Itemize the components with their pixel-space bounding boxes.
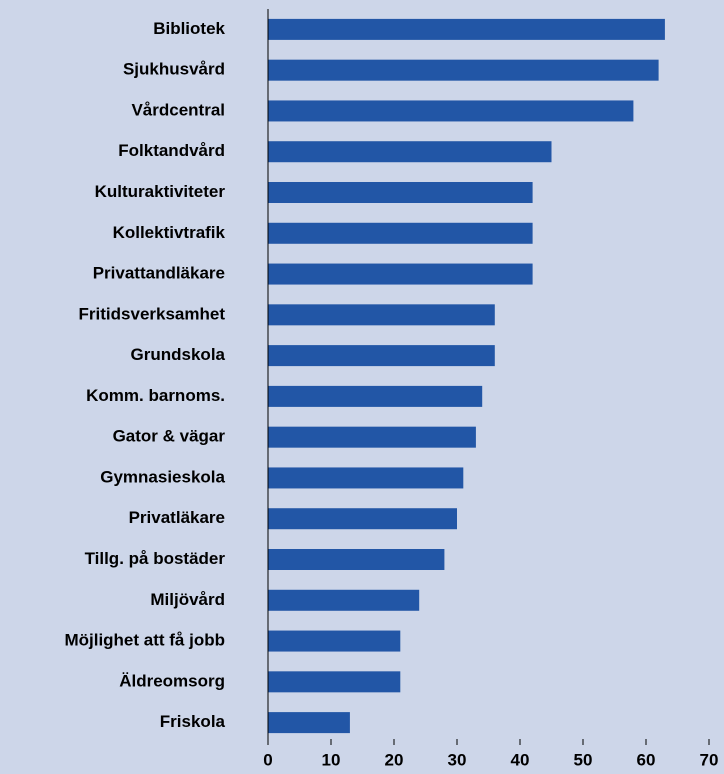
y-tick-label: Äldreomsorg: [119, 671, 225, 690]
y-tick-label: Gymnasieskola: [100, 467, 225, 486]
y-tick-label: Grundskola: [131, 345, 226, 364]
y-tick-label: Miljövård: [150, 590, 225, 609]
x-tick-label: 60: [637, 750, 656, 769]
y-tick-label: Sjukhusvård: [123, 60, 225, 79]
y-tick-label: Privattandläkare: [93, 264, 225, 283]
bar: [268, 426, 476, 448]
bar: [268, 712, 350, 734]
y-tick-label: Möjlighet att få jobb: [64, 631, 225, 650]
bar: [268, 508, 457, 530]
y-tick-label: Tillg. på bostäder: [85, 549, 226, 568]
bar: [268, 263, 533, 285]
y-tick-label: Gator & vägar: [113, 427, 226, 446]
bar: [268, 100, 634, 122]
x-tick-label: 50: [574, 750, 593, 769]
bar: [268, 304, 495, 326]
bar: [268, 222, 533, 244]
y-tick-label: Vårdcentral: [131, 100, 225, 119]
y-tick-label: Privatläkare: [129, 508, 225, 527]
y-tick-label: Bibliotek: [153, 19, 225, 38]
bar: [268, 59, 659, 81]
y-tick-label: Kulturaktiviteter: [95, 182, 226, 201]
y-tick-label: Folktandvård: [118, 141, 225, 160]
bar: [268, 589, 420, 611]
x-tick-label: 70: [700, 750, 719, 769]
x-tick-label: 0: [263, 750, 272, 769]
bar: [268, 345, 495, 367]
x-tick-label: 10: [322, 750, 341, 769]
x-tick-label: 40: [511, 750, 530, 769]
bar: [268, 182, 533, 203]
bar: [268, 671, 401, 693]
bar: [268, 141, 552, 163]
bar: [268, 467, 464, 489]
x-tick-label: 20: [385, 750, 404, 769]
bar: [268, 549, 445, 570]
bar: [268, 630, 401, 652]
x-tick-label: 30: [448, 750, 467, 769]
y-tick-label: Komm. barnoms.: [86, 386, 225, 405]
y-tick-label: Friskola: [160, 712, 226, 731]
y-tick-label: Kollektivtrafik: [113, 223, 226, 242]
y-tick-label: Fritidsverksamhet: [79, 304, 226, 323]
bar: [268, 18, 665, 40]
bar: [268, 385, 483, 407]
